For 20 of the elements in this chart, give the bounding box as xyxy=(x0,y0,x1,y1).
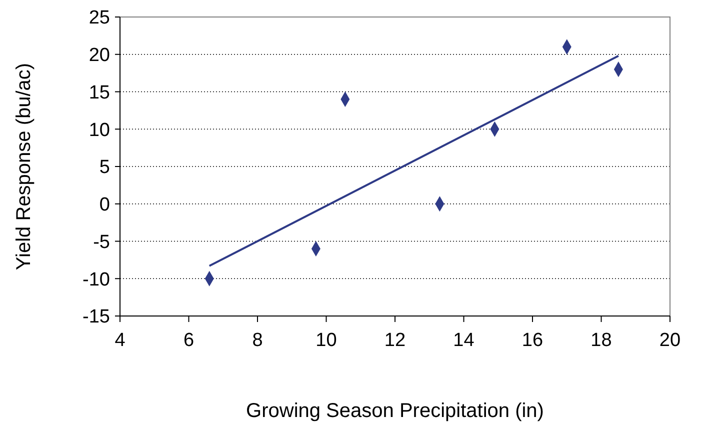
y-tick-label: 20 xyxy=(88,45,110,66)
y-tick-label: -5 xyxy=(93,232,110,253)
x-tick-label: 4 xyxy=(114,330,126,351)
y-tick-label: -15 xyxy=(82,306,110,328)
y-tick-label: 10 xyxy=(88,120,110,141)
x-tick-label: 6 xyxy=(183,330,194,351)
y-tick-label: 0 xyxy=(99,194,110,216)
x-axis-title: Growing Season Precipitation (in) xyxy=(246,400,544,422)
x-tick-label: 10 xyxy=(316,330,337,351)
y-tick-label: -10 xyxy=(82,269,110,290)
x-tick-label: 20 xyxy=(659,330,681,351)
y-axis-title: Yield Response (bu/ac) xyxy=(13,62,35,270)
x-tick-label: 18 xyxy=(590,330,612,351)
y-tick-label: 15 xyxy=(88,82,110,104)
x-tick-label: 8 xyxy=(252,330,263,351)
x-tick-label: 14 xyxy=(453,330,475,351)
x-tick-label: 12 xyxy=(384,330,406,351)
x-tick-label: 16 xyxy=(522,330,544,351)
y-tick-label: 25 xyxy=(88,8,110,29)
y-tick-label: 5 xyxy=(99,157,110,178)
